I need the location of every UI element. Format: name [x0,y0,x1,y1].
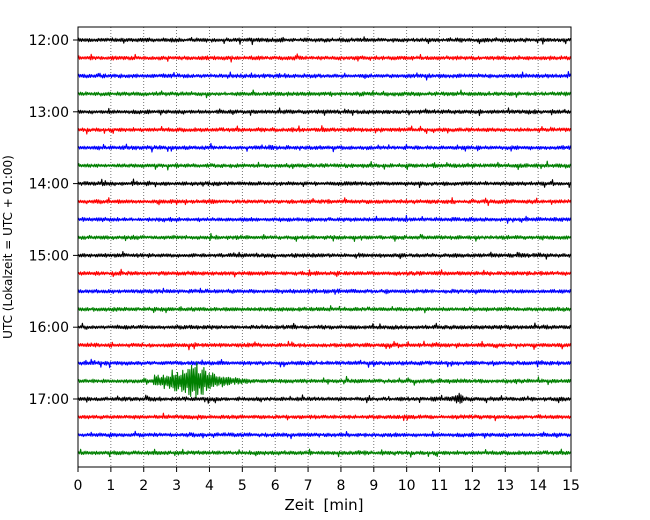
trace-1245 [77,89,572,99]
x-tick-label: 7 [304,478,313,494]
trace-1700 [77,392,572,404]
trace-1615 [77,340,572,351]
x-tick-label: 2 [139,478,148,494]
y-tick-label: 17:00 [29,392,69,408]
x-tick-label: 14 [529,478,547,494]
trace-1300 [77,107,572,117]
trace-1630 [77,358,572,369]
trace-1500 [77,251,572,260]
x-tick-label: 10 [398,478,416,494]
x-tick-label: 9 [369,478,378,494]
x-tick-label: 5 [238,478,247,494]
trace-1645 [77,362,572,399]
trace-1400 [77,178,572,189]
trace-1715 [77,412,572,422]
trace-1600 [77,322,572,330]
trace-1515 [77,268,572,278]
trace-1345 [77,160,572,171]
trace-1200 [77,36,572,46]
plot-frame [77,26,572,468]
y-tick-label: 12:00 [29,33,69,49]
trace-1730 [77,430,572,440]
trace-1215 [77,53,572,63]
trace-1315 [77,125,572,135]
x-tick-label: 15 [562,478,580,494]
trace-1230 [77,71,572,81]
x-tick-label: 13 [496,478,514,494]
y-tick-label: 16:00 [29,320,69,336]
trace-1745 [77,448,572,458]
trace-1415 [77,197,572,207]
y-axis-label: UTC (Lokalzeit = UTC + 01:00) [1,155,15,339]
y-axis-ticks: 12:00 13:00 14:00 15:00 16:00 17:00 [29,33,78,408]
x-tick-label: 11 [431,478,449,494]
seismogram-traces [77,36,572,458]
trace-1330 [77,142,572,153]
trace-1530 [77,287,572,295]
x-tick-label: 4 [205,478,214,494]
trace-1545 [77,305,572,314]
x-axis-label: Zeit [min] [284,496,363,514]
y-tick-label: 15:00 [29,248,69,264]
x-axis-ticks: 0 1 2 3 4 5 6 7 8 9 10 11 12 13 14 15 [74,467,580,494]
x-tick-label: 3 [172,478,181,494]
y-tick-label: 13:00 [29,105,69,121]
grid-lines [110,27,539,467]
x-tick-label: 6 [271,478,280,494]
x-tick-label: 8 [336,478,345,494]
trace-1430 [77,214,572,224]
trace-1445 [77,232,572,242]
x-tick-label: 0 [74,478,83,494]
y-tick-label: 14:00 [29,177,69,193]
x-tick-label: 1 [106,478,115,494]
x-tick-label: 12 [463,478,481,494]
